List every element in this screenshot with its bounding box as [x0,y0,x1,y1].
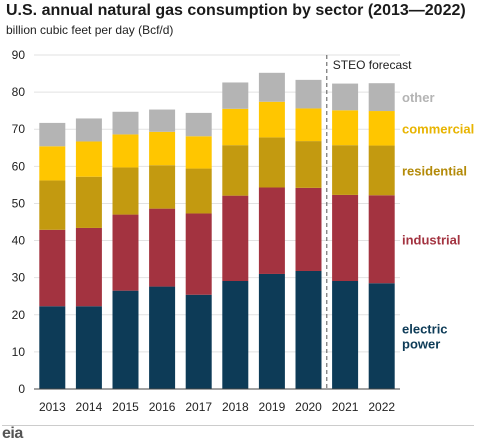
forecast-label: STEO forecast [333,58,412,72]
bar-other [332,83,359,111]
y-tick-label: 60 [12,159,26,173]
bar-other [185,112,212,137]
bar-other [75,118,102,142]
bar-residential [75,176,102,228]
bar-residential [368,145,395,196]
x-tick-label: 2016 [149,400,176,414]
bar-industrial [149,208,176,287]
bar-industrial [112,214,139,291]
x-tick-label: 2014 [76,400,103,414]
bar-other [39,122,66,147]
bar-commercial [185,136,212,169]
x-tick-label: 2013 [39,400,66,414]
bar-other [222,82,249,109]
y-tick-label: 20 [12,308,26,322]
x-tick-label: 2022 [368,400,395,414]
legend-label-electric-power: electric [402,322,448,337]
bar-electric-power [368,283,395,389]
x-tick-label: 2017 [185,400,212,414]
bar-residential [295,141,322,188]
y-tick-label: 30 [12,271,26,285]
x-tick-label: 2021 [332,400,359,414]
bar-commercial [75,141,102,177]
bar-electric-power [39,306,66,389]
bar-other [295,79,322,109]
bar-commercial [332,110,359,146]
bar-industrial [368,195,395,284]
bar-residential [222,145,249,196]
bar-other [368,83,395,112]
bar-commercial [295,108,322,142]
legend-label-electric-power: power [402,337,440,352]
legend-label-other: other [402,90,435,105]
y-tick-label: 40 [12,234,26,248]
bar-commercial [112,134,139,168]
bar-residential [185,168,212,214]
bar-industrial [332,194,359,282]
y-tick-label: 10 [12,345,26,359]
chart-title: U.S. annual natural gas consumption by s… [6,2,466,19]
bar-other [258,72,285,102]
bar-industrial [75,227,102,307]
bar-residential [332,145,359,195]
bar-residential [258,137,285,188]
bar-other [149,109,176,132]
bar-commercial [39,146,66,181]
bar-industrial [39,229,66,307]
bar-other [112,111,139,135]
y-tick-label: 50 [12,196,26,210]
bar-residential [39,180,66,230]
legend-label-commercial: commercial [402,121,474,136]
bar-industrial [185,213,212,295]
y-tick-label: 80 [12,85,26,99]
bar-commercial [149,131,176,166]
bar-electric-power [258,273,285,389]
chart-subtitle: billion cubic feet per day (Bcf/d) [6,23,174,37]
x-tick-label: 2015 [112,400,139,414]
bar-commercial [368,111,395,146]
bar-industrial [258,187,285,274]
bar-electric-power [185,294,212,389]
x-tick-label: 2020 [295,400,322,414]
eia-logo: eia [2,425,23,442]
bar-electric-power [222,281,249,389]
stacked-bar-chart: 0 10 20 30 40 50 60 70 80 90 2013 2014 2015 2016 2017 2… [12,48,475,414]
legend-label-industrial: industrial [402,232,461,247]
bar-residential [149,165,176,209]
y-tick-label: 0 [18,382,25,396]
bar-electric-power [75,306,102,389]
bar-electric-power [332,281,359,389]
x-tick-label: 2019 [259,400,286,414]
bar-commercial [222,108,249,146]
bar-electric-power [295,270,322,389]
bar-industrial [222,195,249,282]
bar-electric-power [112,290,139,389]
bar-industrial [295,187,322,271]
bar-electric-power [149,286,176,389]
bar-residential [112,167,139,215]
y-tick-label: 70 [12,122,26,136]
footer-divider [2,425,474,426]
bar-commercial [258,101,285,138]
y-tick-label: 90 [12,48,26,62]
legend-label-residential: residential [402,163,467,178]
x-tick-label: 2018 [222,400,249,414]
